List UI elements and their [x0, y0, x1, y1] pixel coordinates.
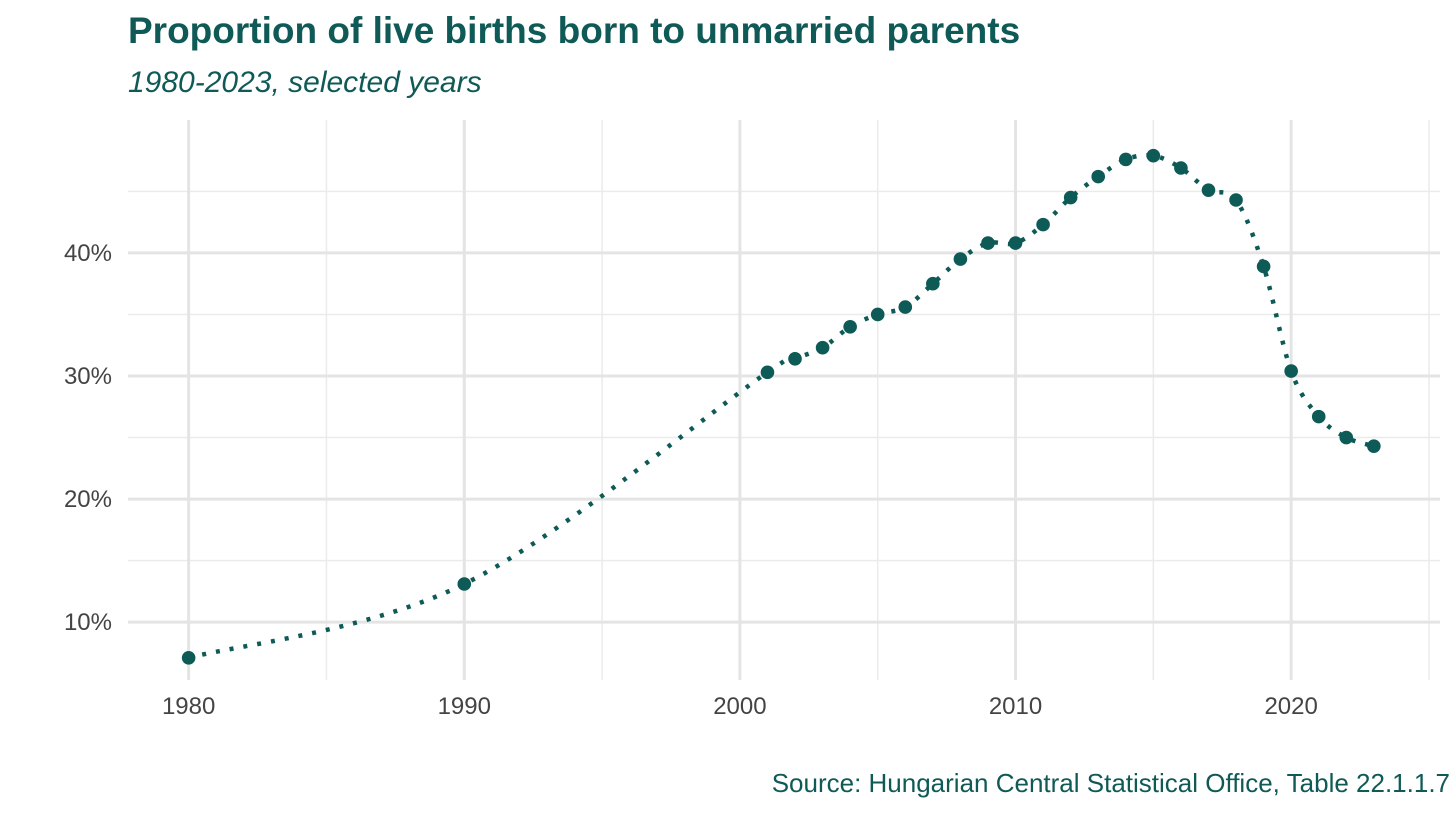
plot-area: 10% 20% 30% 40% 1980 1990 2000 2010 2020 [64, 120, 1440, 720]
data-point-2016 [1174, 161, 1188, 175]
data-point-2001 [760, 365, 775, 380]
data-point-2018 [1229, 193, 1243, 207]
data-point-2019 [1256, 259, 1271, 274]
data-point-2010 [1008, 236, 1023, 250]
data-point-2007 [926, 276, 940, 291]
data-point-2011 [1036, 217, 1050, 232]
minor-gridlines [128, 120, 1440, 680]
major-gridlines [128, 120, 1440, 680]
chart-subtitle: 1980-2023, selected years [128, 66, 482, 99]
data-point-2003 [815, 340, 830, 355]
data-point-2006 [898, 300, 913, 314]
x-tick-label: 1990 [438, 693, 491, 720]
data-point-2017 [1201, 183, 1216, 197]
x-tick-label: 2010 [989, 693, 1042, 720]
data-point-2020 [1284, 364, 1298, 378]
data-point-2009 [981, 236, 995, 250]
data-point-2022 [1339, 430, 1354, 445]
y-tick-label: 20% [64, 486, 112, 513]
data-point-2014 [1118, 152, 1133, 167]
data-point-1980 [181, 651, 196, 665]
chart-source: Source: Hungarian Central Statistical Of… [771, 768, 1450, 798]
y-axis: 10% 20% 30% 40% [64, 240, 112, 636]
data-point-2023 [1367, 439, 1381, 453]
data-point-2004 [843, 319, 857, 334]
y-tick-label: 40% [64, 240, 112, 267]
data-point-2015 [1146, 148, 1161, 163]
data-point-2021 [1311, 409, 1326, 424]
x-tick-label: 2000 [713, 693, 766, 720]
series-line [188, 152, 1375, 660]
series-line-group [188, 152, 1375, 660]
data-point-2008 [953, 252, 968, 266]
x-axis: 1980 1990 2000 2010 2020 [162, 693, 1318, 720]
data-point-2013 [1091, 169, 1106, 184]
y-tick-label: 10% [64, 609, 112, 636]
x-tick-label: 1980 [162, 693, 215, 720]
data-point-2012 [1063, 190, 1078, 205]
x-tick-label: 2020 [1264, 693, 1317, 720]
data-points [181, 148, 1381, 665]
data-point-1990 [457, 577, 472, 591]
data-point-2002 [788, 351, 802, 366]
chart-title: Proportion of live births born to unmarr… [128, 10, 1021, 51]
data-point-2005 [870, 307, 885, 322]
y-tick-label: 30% [64, 363, 112, 390]
